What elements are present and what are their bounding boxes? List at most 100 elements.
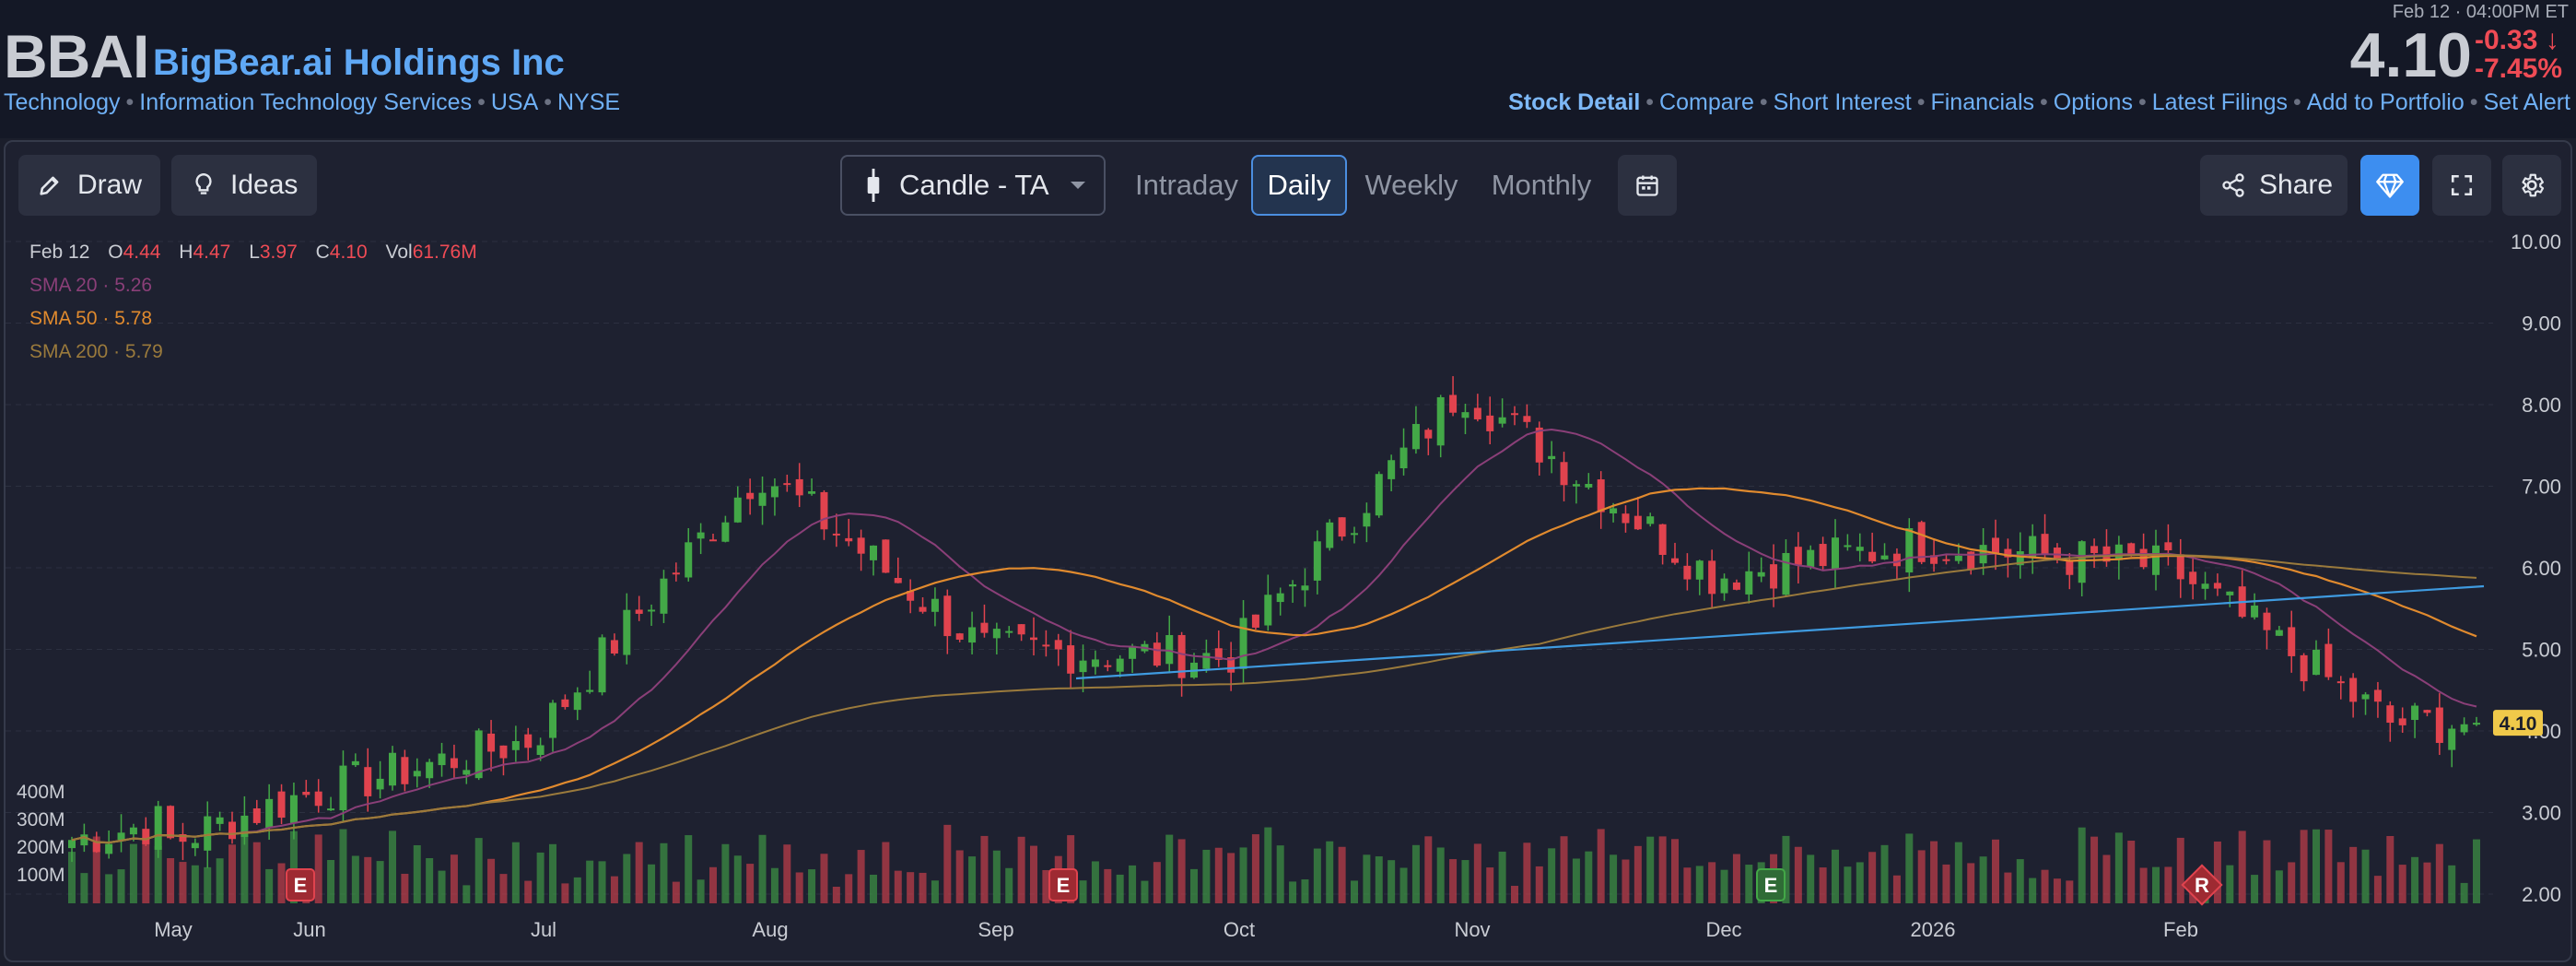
price-chart[interactable]: 10.009.008.007.006.005.004.003.002.00400… [6,142,2570,960]
nav-add-to-portfolio[interactable]: Add to Portfolio [2306,89,2465,115]
volume-bar [339,829,347,903]
event-marker-label: E [1057,874,1071,897]
price-axis-label: 6.00 [2522,557,2561,580]
ideas-button[interactable]: Ideas [171,155,317,216]
candle-body [2251,605,2259,618]
industry-link[interactable]: Information Technology Services [139,89,473,115]
date-range-button[interactable] [1618,155,1677,216]
separator-dot: • [2137,89,2147,115]
volume-bar [1338,846,1346,903]
volume-bar [561,883,569,903]
candle-body [1819,544,1827,567]
volume-bar [1807,854,1815,903]
volume-bar [1880,844,1889,903]
candle-body [450,758,458,769]
volume-bar [820,854,828,903]
volume-bar [758,834,767,903]
volume-bar [2275,870,2283,903]
volume-bar [413,845,421,903]
volume-bar [2448,865,2456,903]
volume-bar [536,852,544,903]
volume-bar [2386,835,2395,903]
candle-body [672,572,680,575]
period-daily[interactable]: Daily [1251,155,1347,216]
candle-body [2066,560,2074,575]
sma50-legend[interactable]: SMA 50 · 5.78 [29,308,153,329]
volume-bar [672,881,680,903]
share-icon [2222,173,2244,197]
volume-bar [1313,848,1321,903]
volume-bar [1967,863,1975,903]
volume-bar [992,850,1001,903]
volume-bar [573,877,581,903]
chart-type-select[interactable]: Candle - TA [840,155,1106,216]
nav-financials[interactable]: Financials [1930,89,2035,115]
volume-bar [1683,867,1692,903]
candle-body [2398,718,2406,725]
volume-bar [586,860,594,903]
share-button[interactable]: Share [2200,155,2348,216]
candle-body [992,629,1001,639]
sector-link[interactable]: Technology [4,89,121,115]
exchange-link[interactable]: NYSE [557,89,621,115]
draw-button[interactable]: Draw [18,155,160,216]
candle-body [228,821,236,840]
candle-body [1079,660,1087,673]
event-marker-earnings [1048,868,1078,901]
sma200-line [71,553,2477,844]
nav-short-interest[interactable]: Short Interest [1773,89,1912,115]
volume-bar [314,834,322,903]
candle-body [660,578,668,614]
ideas-label: Ideas [230,170,299,200]
event-marker-earnings [286,868,315,901]
nav-set-alert[interactable]: Set Alert [2483,89,2571,115]
sma200-legend[interactable]: SMA 200 · 5.79 [29,341,163,362]
volume-bar [1411,844,1420,903]
candle-body [68,840,76,849]
volume-bar [1486,867,1494,903]
volume-bar [1363,854,1371,903]
premium-button[interactable] [2360,155,2419,216]
volume-bar [2152,866,2160,903]
nav-latest-filings[interactable]: Latest Filings [2151,89,2289,115]
volume-bar [1942,864,1950,903]
candle-body [401,757,409,784]
volume-bar [2263,840,2271,903]
nav-compare[interactable]: Compare [1659,89,1754,115]
candle-body [474,730,483,779]
volume-bar [2288,862,2296,903]
volume-bar [832,887,840,903]
candle-body [2324,643,2333,677]
country-link[interactable]: USA [490,89,539,115]
volume-bar [1190,868,1198,903]
candle-body [1844,545,1852,548]
period-weekly[interactable]: Weekly [1364,169,1458,201]
candle-body [1227,657,1235,673]
volume-bar [1129,865,1137,903]
separator-dot: • [1759,89,1768,115]
company-name[interactable]: BigBear.ai Holdings Inc [153,42,565,83]
candle-body [1732,582,1740,590]
candle-body [919,607,927,612]
candle-body [2386,705,2395,724]
volume-label: Vol [385,242,413,263]
volume-bar [1954,842,1962,903]
nav-stock-detail[interactable]: Stock Detail [1508,89,1641,115]
nav-options[interactable]: Options [2053,89,2133,115]
change-percent: -7.45% [2475,53,2563,84]
candle-body [1264,595,1272,626]
settings-button[interactable] [2502,155,2561,216]
time-axis-label: 2026 [1911,918,1956,941]
volume-bar [1979,856,1987,903]
sma20-legend[interactable]: SMA 20 · 5.26 [29,275,153,296]
fullscreen-button[interactable] [2432,155,2491,216]
volume-bar [154,845,162,903]
gear-icon [2522,173,2545,197]
candle-body [2336,681,2345,684]
volume-bar [697,879,705,903]
candle-body [277,791,286,819]
volume-bar [709,866,717,903]
volume-bar [1030,845,1037,903]
period-monthly[interactable]: Monthly [1491,169,1592,201]
period-intraday[interactable]: Intraday [1134,169,1238,201]
